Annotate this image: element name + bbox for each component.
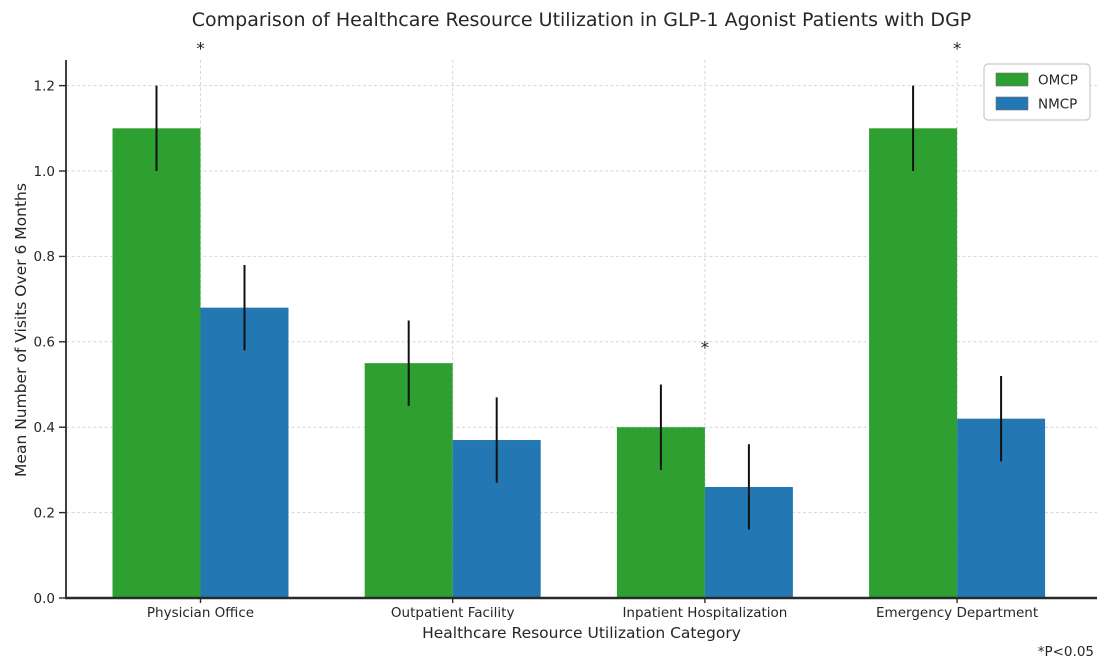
y-tick-label: 0.8 — [34, 249, 55, 265]
legend-swatch-nmcp — [995, 96, 1029, 111]
legend-label-nmcp: NMCP — [1038, 97, 1077, 113]
x-tick-label: Physician Office — [147, 605, 254, 621]
significance-asterisk: * — [953, 40, 962, 60]
chart-title: Comparison of Healthcare Resource Utiliz… — [191, 9, 972, 31]
y-tick-label: 0.4 — [34, 420, 55, 436]
significance-asterisk: * — [701, 339, 710, 359]
x-tick-label: Inpatient Hospitalization — [622, 605, 787, 621]
y-tick-label: 0.6 — [34, 335, 55, 351]
x-tick-label: Outpatient Facility — [391, 605, 515, 621]
legend-swatch-omcp — [995, 72, 1029, 87]
legend-label-omcp: OMCP — [1038, 73, 1078, 89]
x-axis-label: Healthcare Resource Utilization Category — [422, 624, 741, 642]
bar-omcp-3 — [869, 128, 958, 599]
y-tick-label: 0.0 — [34, 591, 55, 607]
x-tick-label: Emergency Department — [876, 605, 1038, 621]
bar-omcp-0 — [112, 128, 201, 599]
y-tick-label: 1.2 — [34, 78, 55, 94]
y-tick-label: 1.0 — [34, 164, 55, 180]
significance-asterisk: * — [196, 40, 205, 60]
significance-note: *P<0.05 — [1037, 644, 1094, 660]
bar-nmcp-0 — [200, 307, 289, 598]
y-tick-label: 0.2 — [34, 505, 55, 521]
